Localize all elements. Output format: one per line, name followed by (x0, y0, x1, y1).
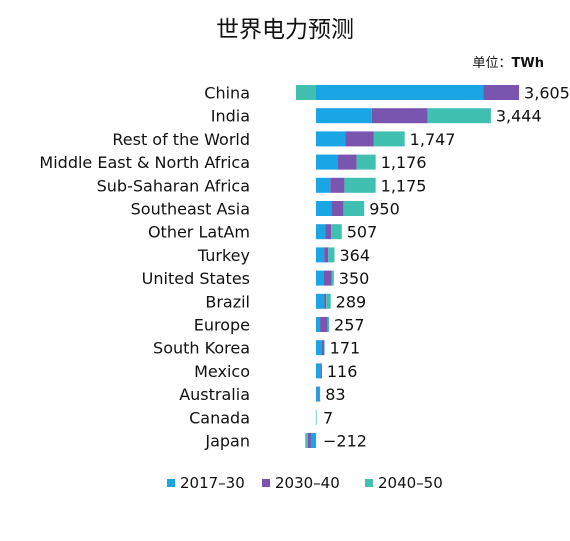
bar-europe-series-2 (320, 317, 328, 332)
category-label-canada: Canada (189, 408, 250, 427)
bar-canada-series-3 (315, 409, 317, 425)
bar-southeast-asia-series-1 (316, 201, 332, 216)
category-label-mexico: Mexico (194, 362, 250, 381)
bar-middle-east-north-africa-series-3 (356, 154, 376, 170)
category-label-rest-of-the-world: Rest of the World (112, 130, 250, 149)
value-label-other-latam: 507 (347, 223, 378, 242)
value-label-south-korea: 171 (330, 339, 361, 358)
bar-sub-saharan-africa-series-1 (316, 177, 331, 193)
value-label-europe: 257 (334, 316, 365, 335)
category-label-middle-east-north-africa: Middle East & North Africa (39, 153, 250, 172)
bar-turkey-series-2 (324, 247, 329, 263)
bar-brazil-series-3 (326, 293, 331, 309)
bar-mexico-series-1 (316, 363, 321, 379)
value-label-middle-east-north-africa: 1,176 (381, 153, 427, 172)
bar-japan-series-1 (310, 433, 316, 448)
bar-other-latam-series-1 (316, 224, 326, 240)
value-label-brazil: 289 (336, 292, 367, 311)
value-label-china: 3,605 (524, 84, 570, 103)
bar-sub-saharan-africa-series-3 (344, 177, 376, 193)
bar-sub-saharan-africa-series-2 (330, 177, 345, 193)
bar-other-latam-series-2 (325, 224, 332, 240)
category-label-sub-saharan-africa: Sub-Saharan Africa (97, 176, 250, 195)
bar-japan-series-2 (307, 433, 311, 448)
bar-rest-of-the-world-series-2 (345, 131, 374, 147)
bar-india-series-2 (371, 108, 428, 124)
legend-swatch-series-2 (262, 479, 270, 487)
category-label-southeast-asia: Southeast Asia (131, 200, 250, 219)
category-label-europe: Europe (194, 316, 250, 335)
legend-label-series-2: 2030–40 (275, 474, 340, 492)
value-label-india: 3,444 (496, 107, 542, 126)
bar-middle-east-north-africa-series-1 (316, 154, 338, 170)
legend-swatch-series-1 (167, 479, 175, 487)
bar-southeast-asia-series-2 (331, 201, 344, 216)
bar-australia-series-3 (319, 386, 321, 402)
bar-south-korea-series-3 (324, 340, 325, 356)
bar-china-series-3 (295, 85, 316, 100)
category-label-south-korea: South Korea (153, 339, 250, 358)
category-label-japan: Japan (204, 432, 250, 451)
bar-australia-series-1 (316, 386, 319, 402)
bar-mexico-series-2 (320, 363, 322, 379)
bar-united-states-series-1 (316, 270, 324, 286)
category-label-china: China (204, 84, 250, 103)
category-label-india: India (211, 107, 250, 126)
category-label-turkey: Turkey (197, 246, 250, 265)
bar-china-series-2 (483, 85, 520, 100)
bar-southeast-asia-series-3 (343, 201, 365, 216)
bar-europe-series-1 (316, 317, 321, 332)
bar-india-series-1 (316, 108, 372, 124)
value-label-southeast-asia: 950 (369, 200, 400, 219)
bar-south-korea-series-2 (321, 340, 325, 356)
bar-other-latam-series-3 (331, 224, 342, 240)
bar-japan-series-3 (305, 433, 308, 448)
value-label-united-states: 350 (339, 269, 370, 288)
value-label-rest-of-the-world: 1,747 (410, 130, 456, 149)
bar-south-korea-series-1 (316, 340, 322, 356)
bar-brazil-series-2 (324, 293, 327, 309)
value-label-mexico: 116 (327, 362, 358, 381)
value-label-japan: −212 (323, 432, 367, 451)
bar-europe-series-3 (327, 317, 330, 332)
bar-india-series-3 (427, 108, 491, 124)
bar-australia-series-2 (318, 386, 320, 402)
value-label-canada: 7 (323, 408, 333, 427)
bar-brazil-series-1 (316, 293, 325, 309)
category-label-australia: Australia (179, 385, 250, 404)
bar-turkey-series-3 (328, 247, 335, 263)
value-label-australia: 83 (325, 385, 345, 404)
bar-rest-of-the-world-series-1 (316, 131, 346, 147)
bar-middle-east-north-africa-series-2 (337, 154, 357, 170)
legend-label-series-3: 2040–50 (378, 474, 443, 492)
bar-united-states-series-3 (331, 270, 334, 286)
unit-label: 单位：TWh (472, 56, 544, 71)
bar-united-states-series-2 (323, 270, 332, 286)
legend-swatch-series-3 (365, 479, 373, 487)
chart-title: 世界电力预测 (216, 17, 354, 43)
category-label-brazil: Brazil (205, 292, 250, 311)
bar-china-series-1 (316, 85, 484, 100)
value-label-turkey: 364 (339, 246, 370, 265)
category-label-united-states: United States (142, 269, 250, 288)
category-label-other-latam: Other LatAm (148, 223, 250, 242)
legend-label-series-1: 2017–30 (180, 474, 245, 492)
value-label-sub-saharan-africa: 1,175 (381, 176, 427, 195)
bar-turkey-series-1 (316, 247, 325, 263)
bar-rest-of-the-world-series-3 (373, 131, 405, 147)
